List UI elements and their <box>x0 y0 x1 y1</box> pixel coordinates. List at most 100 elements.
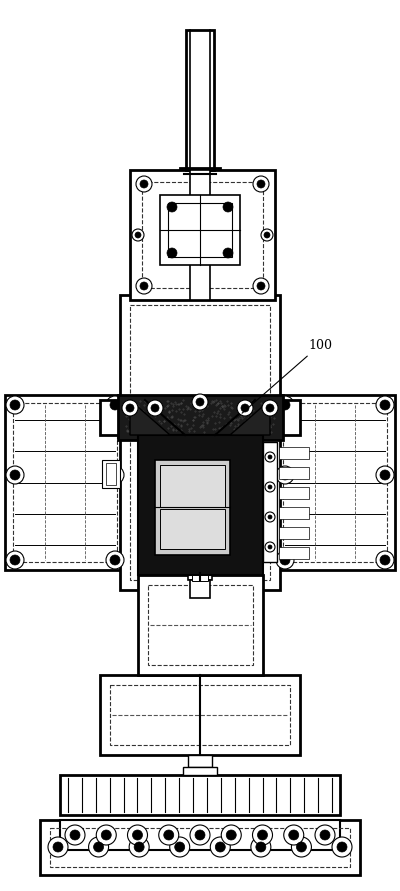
Bar <box>120 295 280 590</box>
Circle shape <box>164 830 174 840</box>
Circle shape <box>10 400 20 410</box>
Circle shape <box>292 837 312 857</box>
Bar <box>160 195 240 265</box>
Circle shape <box>251 837 271 857</box>
Bar <box>110 685 290 745</box>
Circle shape <box>190 825 210 845</box>
Bar <box>160 509 225 549</box>
Circle shape <box>106 551 124 569</box>
Circle shape <box>10 555 20 565</box>
Bar <box>13 403 117 562</box>
Bar <box>279 527 309 539</box>
Circle shape <box>257 282 265 290</box>
Bar <box>279 507 309 519</box>
Circle shape <box>110 470 120 480</box>
Circle shape <box>257 180 265 188</box>
Circle shape <box>280 555 290 565</box>
Bar <box>155 460 230 555</box>
Circle shape <box>253 278 269 294</box>
Circle shape <box>195 830 205 840</box>
Bar <box>60 775 340 815</box>
Circle shape <box>134 842 144 852</box>
Circle shape <box>226 830 236 840</box>
Circle shape <box>106 396 124 414</box>
Circle shape <box>6 466 24 484</box>
Circle shape <box>88 837 108 857</box>
Bar <box>142 182 263 288</box>
Bar <box>283 403 387 562</box>
Circle shape <box>276 551 294 569</box>
Circle shape <box>265 482 275 492</box>
Bar <box>130 170 275 300</box>
Circle shape <box>256 842 266 852</box>
Bar <box>60 820 340 850</box>
Circle shape <box>151 404 159 412</box>
Circle shape <box>376 466 394 484</box>
Circle shape <box>265 512 275 522</box>
Circle shape <box>337 842 347 852</box>
Circle shape <box>266 404 274 412</box>
Circle shape <box>262 400 278 416</box>
Circle shape <box>122 400 138 416</box>
Circle shape <box>284 825 304 845</box>
Circle shape <box>140 282 148 290</box>
Bar <box>192 575 208 581</box>
Circle shape <box>6 396 24 414</box>
Circle shape <box>53 842 63 852</box>
Bar <box>40 820 360 875</box>
Circle shape <box>94 842 104 852</box>
Circle shape <box>132 830 142 840</box>
Bar <box>279 547 309 559</box>
Circle shape <box>261 229 273 241</box>
Circle shape <box>380 555 390 565</box>
Circle shape <box>253 176 269 192</box>
Bar <box>183 767 217 775</box>
Circle shape <box>6 551 24 569</box>
Circle shape <box>376 396 394 414</box>
Bar <box>130 305 270 580</box>
Bar <box>190 170 210 300</box>
Circle shape <box>289 830 299 840</box>
Circle shape <box>223 248 233 258</box>
Circle shape <box>215 842 225 852</box>
Circle shape <box>268 515 272 519</box>
Bar <box>263 442 277 562</box>
Bar <box>118 395 283 440</box>
Circle shape <box>129 837 149 857</box>
Circle shape <box>280 470 290 480</box>
Bar <box>102 460 120 488</box>
Bar <box>160 465 225 507</box>
Bar <box>138 575 263 675</box>
Circle shape <box>48 837 68 857</box>
Circle shape <box>268 545 272 549</box>
Bar <box>100 400 300 435</box>
Bar <box>138 435 263 575</box>
Bar <box>188 755 212 767</box>
Bar <box>106 463 116 485</box>
Circle shape <box>110 400 120 410</box>
Bar <box>275 395 395 570</box>
Circle shape <box>126 404 134 412</box>
Circle shape <box>128 825 148 845</box>
Circle shape <box>136 278 152 294</box>
Circle shape <box>265 452 275 462</box>
Circle shape <box>140 180 148 188</box>
Circle shape <box>136 176 152 192</box>
Bar <box>279 467 309 479</box>
Circle shape <box>65 825 85 845</box>
Circle shape <box>315 825 335 845</box>
Circle shape <box>237 400 253 416</box>
Bar <box>168 203 232 257</box>
Circle shape <box>258 830 268 840</box>
Circle shape <box>175 842 185 852</box>
Circle shape <box>106 466 124 484</box>
Circle shape <box>221 825 241 845</box>
Circle shape <box>264 232 270 238</box>
Circle shape <box>196 398 204 406</box>
Circle shape <box>276 396 294 414</box>
Circle shape <box>147 400 163 416</box>
Circle shape <box>380 400 390 410</box>
Bar <box>186 30 214 170</box>
Bar <box>148 585 253 665</box>
Bar <box>190 580 210 598</box>
